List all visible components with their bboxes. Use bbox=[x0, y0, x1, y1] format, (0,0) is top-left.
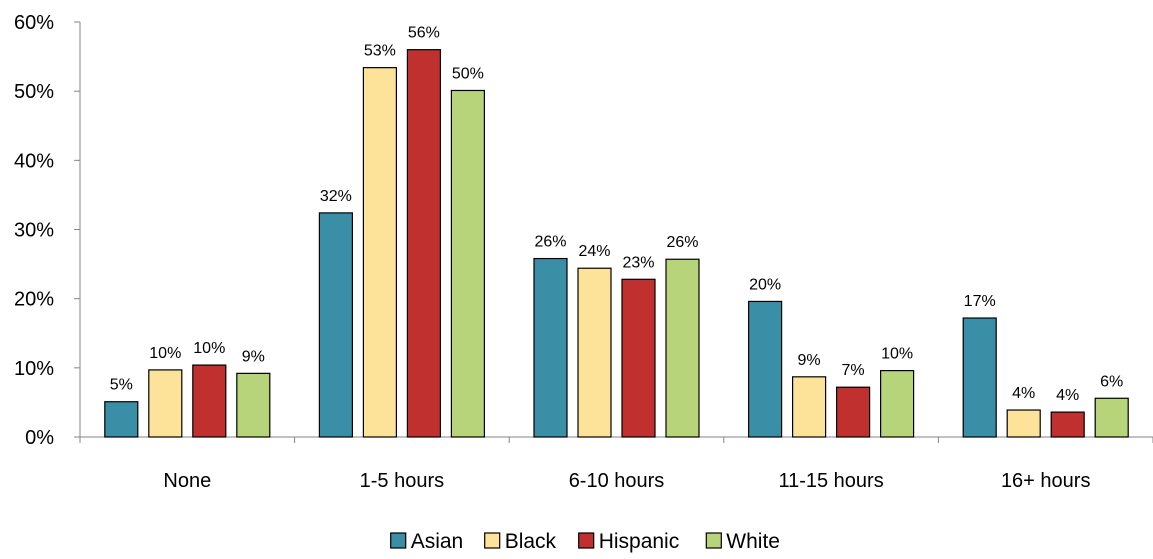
legend-swatch-asian bbox=[390, 532, 407, 549]
data-label: 10% bbox=[881, 346, 913, 363]
data-label: 23% bbox=[622, 254, 654, 271]
bar-black bbox=[791, 376, 827, 438]
bar-asian bbox=[318, 212, 353, 438]
legend-label: Asian bbox=[411, 530, 464, 553]
y-tick-label: 20% bbox=[14, 289, 54, 311]
category-label: 16+ hours bbox=[1001, 470, 1091, 492]
data-label: 26% bbox=[666, 234, 698, 251]
legend-label: Hispanic bbox=[599, 530, 680, 553]
legend-label: Black bbox=[505, 530, 557, 553]
bar-asian bbox=[104, 401, 139, 438]
bar-white bbox=[665, 258, 700, 438]
data-label: 32% bbox=[320, 188, 352, 205]
data-label: 56% bbox=[408, 25, 440, 42]
legend-swatch-white bbox=[705, 532, 722, 549]
y-tick-label: 30% bbox=[14, 220, 54, 242]
y-tick-label: 60% bbox=[14, 12, 54, 34]
data-label: 10% bbox=[149, 345, 181, 362]
data-label: 7% bbox=[842, 362, 865, 379]
bar-hispanic bbox=[835, 386, 871, 438]
data-label: 17% bbox=[964, 293, 996, 310]
bar-black bbox=[148, 369, 183, 438]
data-label: 4% bbox=[1056, 387, 1079, 404]
y-tick-label: 0% bbox=[25, 427, 54, 449]
bar-white bbox=[879, 370, 915, 438]
data-label: 5% bbox=[110, 377, 133, 394]
bar-black bbox=[577, 267, 612, 438]
category-label: None bbox=[163, 470, 211, 492]
legend-label: White bbox=[726, 530, 780, 553]
y-tick-label: 10% bbox=[14, 358, 54, 380]
category-label: 6-10 hours bbox=[569, 470, 665, 492]
bar-white bbox=[236, 372, 271, 438]
bar-asian bbox=[747, 300, 783, 438]
data-label: 10% bbox=[193, 340, 225, 357]
bar-white bbox=[450, 89, 485, 438]
data-label: 9% bbox=[798, 352, 821, 369]
category-label: 11-15 hours bbox=[778, 470, 883, 492]
bar-black bbox=[1006, 409, 1041, 438]
data-label: 20% bbox=[749, 276, 781, 293]
bar-hispanic bbox=[192, 364, 227, 438]
bar-hispanic bbox=[1050, 411, 1085, 438]
data-label: 9% bbox=[242, 348, 265, 365]
data-label: 53% bbox=[364, 43, 396, 60]
bar-hispanic bbox=[621, 278, 656, 438]
bar-black bbox=[362, 67, 397, 438]
bar-asian bbox=[533, 257, 568, 438]
data-label: 4% bbox=[1012, 385, 1035, 402]
category-label: 1-5 hours bbox=[360, 470, 445, 492]
legend-swatch-black bbox=[484, 532, 501, 549]
data-label: 24% bbox=[578, 243, 610, 260]
data-label: 50% bbox=[452, 65, 484, 82]
bar-asian bbox=[962, 317, 997, 438]
data-label: 26% bbox=[534, 234, 566, 251]
data-label: 6% bbox=[1100, 373, 1123, 390]
y-tick-label: 40% bbox=[14, 150, 54, 172]
legend-swatch-hispanic bbox=[578, 532, 595, 549]
bar-white bbox=[1094, 397, 1129, 438]
y-tick-label: 50% bbox=[14, 81, 54, 103]
bar-hispanic bbox=[406, 49, 441, 438]
